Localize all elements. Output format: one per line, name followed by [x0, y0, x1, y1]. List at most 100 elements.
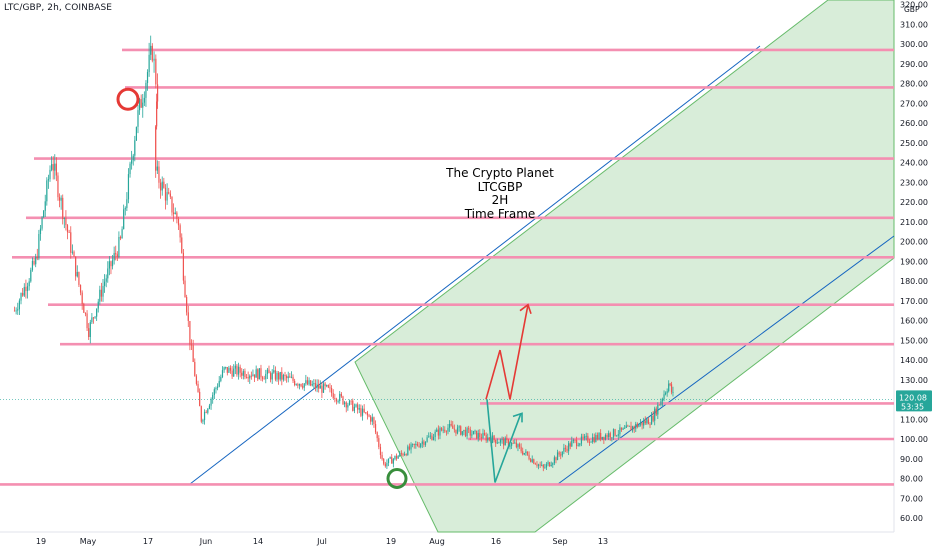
candle-body [287, 376, 289, 379]
candle-body [35, 256, 37, 265]
candle-body [552, 463, 554, 465]
y-tick-label: 160.00 [900, 317, 928, 326]
candle-body [387, 458, 390, 463]
candle-body [168, 192, 170, 194]
candle-body [553, 457, 555, 464]
green-channel-area [354, 0, 895, 533]
candle-body [582, 436, 584, 439]
y-tick-label: 150.00 [900, 336, 928, 345]
candle-body [302, 386, 304, 388]
candle-body [404, 454, 406, 456]
candle-body [445, 431, 447, 433]
candle-body [244, 371, 246, 378]
candle-body [30, 269, 32, 282]
y-tick-label: 290.00 [900, 60, 928, 69]
candle-body [612, 429, 615, 438]
candle-body [558, 452, 560, 455]
x-tick-label: Aug [429, 537, 445, 546]
candle-body [284, 374, 286, 377]
candle-body [601, 436, 603, 440]
candle-body [474, 430, 476, 432]
candle-body [237, 366, 240, 375]
candle-body [450, 423, 452, 426]
x-tick-label: 14 [253, 537, 263, 546]
y-tick-label: 320.00 [900, 1, 928, 10]
candle-body [260, 368, 262, 378]
candle-body [155, 126, 157, 171]
candle-body [647, 419, 650, 425]
candle-body [339, 393, 341, 402]
x-tick-label: Jul [316, 537, 327, 546]
candle-body [132, 155, 134, 161]
candle-body [23, 286, 25, 296]
candle-body [624, 428, 626, 429]
candle-body [405, 454, 407, 456]
candle-body [649, 424, 651, 426]
candle-body [410, 444, 412, 450]
candle-body [663, 394, 665, 400]
candle-body [199, 391, 201, 407]
candle-body [66, 225, 69, 233]
candle-body [458, 426, 460, 428]
candle-body [43, 210, 45, 218]
candle-body [528, 454, 530, 460]
candle-body [381, 454, 383, 459]
y-tick-label: 70.00 [900, 494, 923, 503]
candle-body [297, 384, 299, 386]
candle-body [89, 322, 91, 337]
candle-body [577, 445, 579, 447]
candle-body [84, 312, 87, 314]
candle-body [290, 376, 293, 378]
candle-body [463, 429, 465, 432]
y-tick-label: 170.00 [900, 297, 928, 306]
candle-body [421, 441, 423, 444]
candle-body [177, 218, 180, 226]
y-tick-label: 100.00 [900, 435, 928, 444]
candle-body [504, 438, 506, 446]
candle-body [383, 458, 385, 464]
bullish-arrowhead [519, 303, 532, 314]
candle-body [20, 293, 22, 301]
candle-body [46, 180, 48, 202]
candle-body [156, 166, 158, 171]
y-tick-label: 260.00 [900, 119, 928, 128]
candle-body [282, 374, 285, 380]
candle-body [560, 454, 562, 456]
candle-body [119, 237, 122, 239]
candle-body [453, 428, 455, 430]
candle-body [515, 442, 517, 448]
channel-upper-line [189, 45, 761, 485]
candle-body [208, 405, 211, 409]
candle-body [363, 408, 365, 413]
candle-body [202, 420, 204, 422]
candle-body [273, 370, 275, 373]
candle-body [590, 441, 592, 443]
candle-body [269, 373, 272, 380]
candle-body [479, 433, 481, 438]
candle-body [155, 58, 157, 85]
candle-body [96, 308, 98, 317]
candle-body [197, 383, 199, 392]
candle-body [54, 163, 56, 171]
candle-body [365, 412, 367, 414]
candle-body [373, 417, 375, 424]
candle-body [386, 462, 388, 467]
candle-body [245, 377, 248, 378]
candle-body [135, 126, 137, 141]
annotation-line: LTCGBP [477, 179, 523, 194]
candle-body [342, 396, 344, 405]
y-tick-label: 190.00 [900, 257, 928, 266]
candle-body [447, 427, 449, 432]
candle-body [221, 370, 224, 377]
candle-body [25, 286, 27, 292]
candle-body [429, 435, 431, 437]
candle-body [105, 278, 107, 282]
candle-body [561, 451, 563, 456]
candle-body [220, 376, 222, 381]
bullish-projection [485, 304, 529, 400]
candle-body [549, 462, 551, 467]
candle-body [108, 261, 110, 269]
candle-body [127, 174, 130, 200]
candle-body [231, 370, 233, 377]
